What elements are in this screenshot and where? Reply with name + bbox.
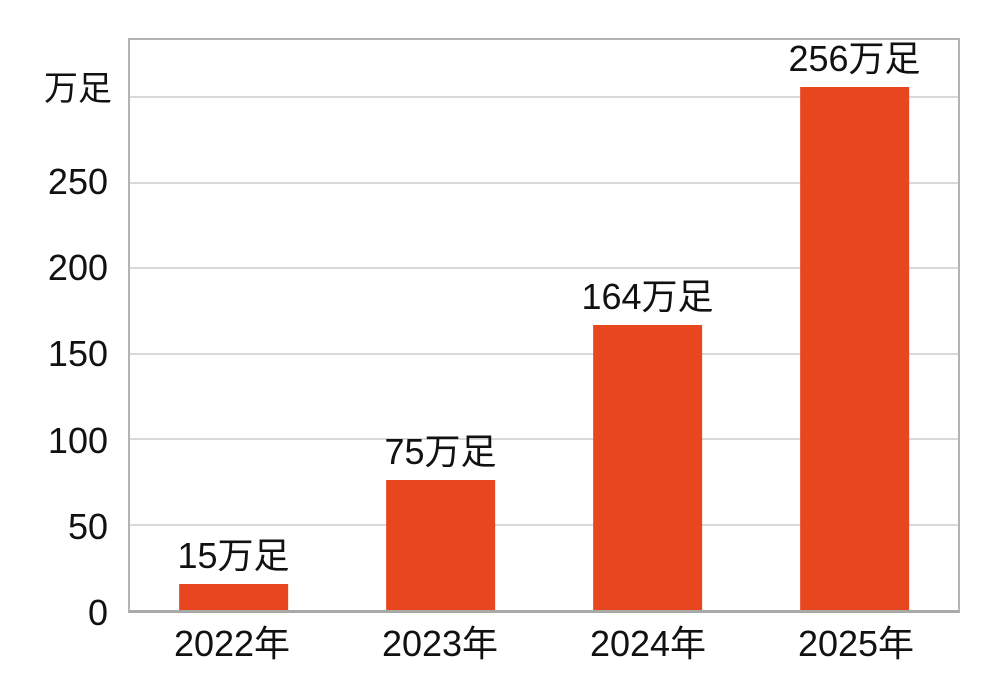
y-tick-label: 100 [47,419,108,461]
gridline [130,96,958,99]
bar-value-label: 15万足 [177,535,290,577]
bar-2022年 [178,584,289,610]
x-axis-label: 2023年 [381,623,499,664]
y-axis-ticks: 0 50 100 150 200 250 [0,38,108,630]
bar-slots: 15万足 75万足 164万足 256万足 [130,38,958,610]
plot-area: 15万足 75万足 164万足 256万足 [128,38,960,613]
bar-slot: 256万足 [751,38,958,610]
gridline [130,523,958,526]
bar-slot: 75万足 [337,40,544,610]
gridline [130,267,958,270]
y-axis-unit-label: 万足 [44,70,112,108]
bar-2025年 [799,87,910,610]
y-tick-label: 200 [47,247,108,289]
x-axis-labels: 2022年 2023年 2024年 2025年 [128,622,960,666]
y-tick-label: 50 [67,505,108,547]
y-tick-label: 0 [87,592,108,633]
bar-value-label: 75万足 [384,431,497,473]
bar-slot: 164万足 [544,40,751,610]
x-axis-label: 2024年 [589,623,707,664]
gridline [130,181,958,184]
bar-2024年 [592,324,703,610]
bar-slot: 15万足 [130,40,337,610]
gridline [130,438,958,441]
gridline [130,352,958,355]
y-tick-label: 250 [47,160,108,202]
bar-value-label: 164万足 [581,275,714,317]
bar-value-label: 256万足 [788,38,921,80]
bar-2023年 [385,480,496,610]
x-axis-label: 2022年 [173,623,291,664]
y-tick-label: 150 [47,333,108,375]
x-axis-label: 2025年 [797,623,915,664]
